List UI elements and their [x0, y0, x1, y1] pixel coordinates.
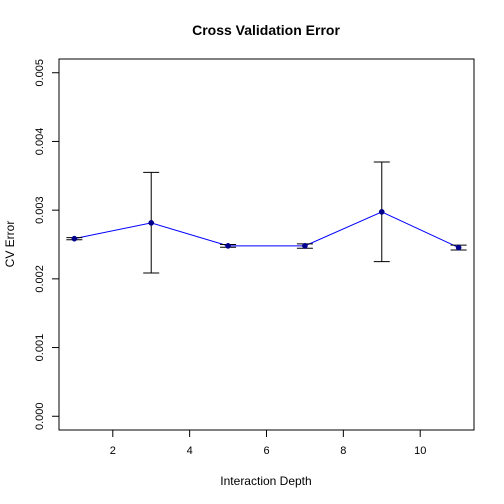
- plot-frame: [58, 58, 475, 431]
- data-point: [302, 243, 308, 249]
- data-point: [225, 243, 231, 249]
- y-tick-label: 0.001: [34, 334, 46, 362]
- y-tick-label: 0.000: [34, 402, 46, 430]
- x-tick-label: 4: [187, 445, 193, 457]
- data-point: [378, 209, 385, 215]
- axes-group: 2 4 6 8 10 0.000 0.001 0.002 0.003 0.004 0.005: [34, 58, 475, 457]
- data-point: [71, 235, 78, 242]
- data-point: [455, 244, 462, 251]
- y-tick-label: 0.004: [34, 128, 46, 156]
- y-axis-label: CV Error: [3, 221, 17, 268]
- x-tick-label: 8: [340, 445, 346, 457]
- series-line: [74, 211, 459, 249]
- x-tick-label: 2: [110, 445, 116, 457]
- marks-group: [66, 161, 467, 274]
- x-tick-label: 10: [414, 445, 426, 457]
- data-point: [148, 220, 155, 226]
- x-tick-label: 6: [263, 445, 269, 457]
- y-tick-label: 0.003: [34, 196, 46, 224]
- chart-title: Cross Validation Error: [192, 22, 340, 38]
- x-axis-label: Interaction Depth: [220, 474, 311, 488]
- y-tick-label: 0.005: [34, 59, 46, 87]
- y-tick-label: 0.002: [34, 265, 46, 293]
